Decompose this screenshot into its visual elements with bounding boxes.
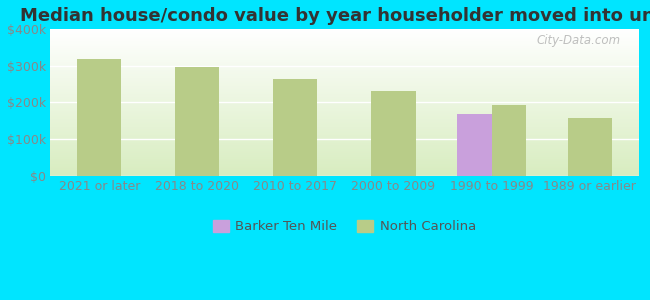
Bar bbox=[77, 58, 122, 176]
Text: City-Data.com: City-Data.com bbox=[537, 34, 621, 47]
Bar bbox=[273, 79, 317, 176]
Title: Median house/condo value by year householder moved into unit: Median house/condo value by year househo… bbox=[20, 7, 650, 25]
Legend: Barker Ten Mile, North Carolina: Barker Ten Mile, North Carolina bbox=[208, 214, 481, 239]
Bar bbox=[176, 67, 220, 176]
Bar bbox=[457, 114, 491, 176]
Bar bbox=[491, 105, 526, 176]
Bar bbox=[371, 91, 415, 176]
Bar bbox=[567, 118, 612, 176]
